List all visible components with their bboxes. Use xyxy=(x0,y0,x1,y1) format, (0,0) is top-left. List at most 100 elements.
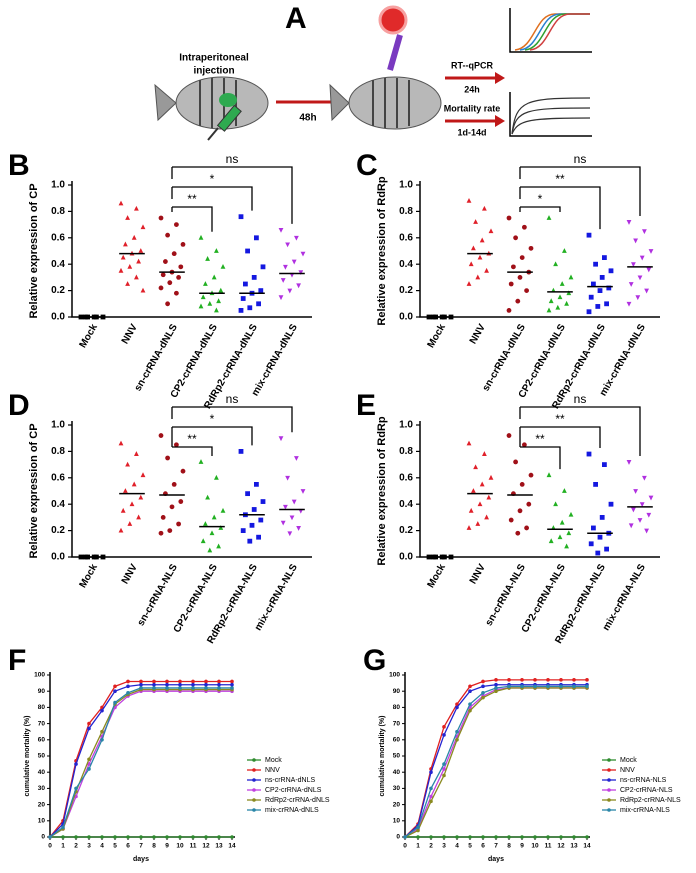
data-point xyxy=(572,835,576,839)
data-point xyxy=(646,512,652,518)
data-point xyxy=(481,695,485,700)
x-tick-label: 4 xyxy=(100,843,104,850)
data-point xyxy=(468,702,472,706)
data-point xyxy=(484,514,489,520)
data-point xyxy=(256,534,261,540)
data-point xyxy=(526,501,532,507)
significance-bracket xyxy=(520,406,641,456)
data-point xyxy=(455,702,459,706)
label: 48h xyxy=(299,113,316,124)
data-point xyxy=(298,270,304,275)
data-point xyxy=(134,451,139,456)
legend-label: mix-crRNA-NLS xyxy=(620,807,670,814)
data-point xyxy=(513,459,518,465)
data-point xyxy=(494,689,498,693)
data-point xyxy=(140,472,146,478)
data-point xyxy=(158,285,164,291)
data-point xyxy=(240,528,246,533)
data-point xyxy=(251,275,257,280)
data-point xyxy=(466,525,472,530)
data-point xyxy=(176,274,181,280)
data-point xyxy=(198,459,204,464)
data-point xyxy=(494,686,498,690)
data-point xyxy=(602,462,607,467)
x-axis-label: days xyxy=(488,856,504,863)
data-point xyxy=(631,507,636,513)
data-point xyxy=(217,835,221,839)
label: 1d-14d xyxy=(457,127,486,137)
data-point xyxy=(178,264,184,270)
data-point xyxy=(442,762,446,766)
significance-bracket xyxy=(520,446,561,470)
data-point xyxy=(131,481,137,487)
data-point xyxy=(217,686,221,690)
data-point xyxy=(204,682,208,687)
data-point xyxy=(553,501,558,507)
data-point xyxy=(113,835,117,839)
data-point xyxy=(129,501,135,507)
data-point xyxy=(595,550,601,556)
panel-label: C xyxy=(356,149,378,182)
data-point xyxy=(61,835,65,839)
significance-label: * xyxy=(210,412,215,426)
data-point xyxy=(591,525,596,531)
data-point xyxy=(599,275,605,280)
fish xyxy=(348,76,442,130)
y-tick-label: 0.2 xyxy=(51,285,65,296)
x-tick-label: 11 xyxy=(545,843,552,850)
data-point xyxy=(642,475,647,481)
data-point xyxy=(416,835,420,839)
y-axis-label: cumulative mortality (%) xyxy=(24,716,31,797)
data-point xyxy=(468,507,474,513)
data-point xyxy=(120,507,126,513)
data-point xyxy=(174,290,179,296)
data-point xyxy=(287,531,293,537)
panel-label: E xyxy=(356,389,376,422)
data-point xyxy=(642,229,647,235)
data-point xyxy=(278,295,284,301)
data-point xyxy=(585,835,589,839)
data-point xyxy=(520,678,524,682)
data-point xyxy=(120,254,126,260)
y-tick-label: 100 xyxy=(389,672,400,679)
data-point xyxy=(522,224,527,230)
data-point xyxy=(508,517,514,523)
data-point xyxy=(604,301,609,307)
data-point xyxy=(294,456,299,461)
panel-label: A xyxy=(285,2,307,35)
y-tick-label: 0.6 xyxy=(51,232,65,243)
data-point xyxy=(131,234,137,240)
legend-label: ns-crRNA-NLS xyxy=(620,777,667,784)
data-point xyxy=(216,298,221,304)
data-point xyxy=(479,237,485,243)
data-point xyxy=(139,835,143,839)
y-tick-label: 70 xyxy=(38,720,46,727)
y-tick-label: 20 xyxy=(393,801,401,808)
y-tick-label: 0.8 xyxy=(399,446,413,457)
data-point xyxy=(61,825,65,830)
x-tick-label: 0 xyxy=(403,843,407,850)
data-point xyxy=(593,482,598,487)
data-point xyxy=(118,200,124,206)
data-point xyxy=(171,251,177,257)
significance-label: ns xyxy=(226,392,239,406)
data-point xyxy=(588,541,594,547)
data-point xyxy=(442,733,446,737)
data-point xyxy=(123,488,128,493)
data-point xyxy=(256,301,261,307)
data-point xyxy=(178,679,182,684)
data-point xyxy=(217,682,221,687)
data-point xyxy=(475,274,481,280)
data-point xyxy=(455,738,459,742)
data-point xyxy=(528,245,534,251)
fish-stripes xyxy=(372,78,410,128)
data-point xyxy=(626,460,632,465)
data-point xyxy=(218,525,224,530)
data-point xyxy=(604,546,609,552)
probe xyxy=(387,34,403,71)
data-point xyxy=(466,197,472,203)
data-point xyxy=(204,679,208,684)
y-axis-label: Relative expression of RdRp xyxy=(376,416,388,565)
significance-label: ** xyxy=(187,432,197,446)
data-point xyxy=(637,275,643,281)
